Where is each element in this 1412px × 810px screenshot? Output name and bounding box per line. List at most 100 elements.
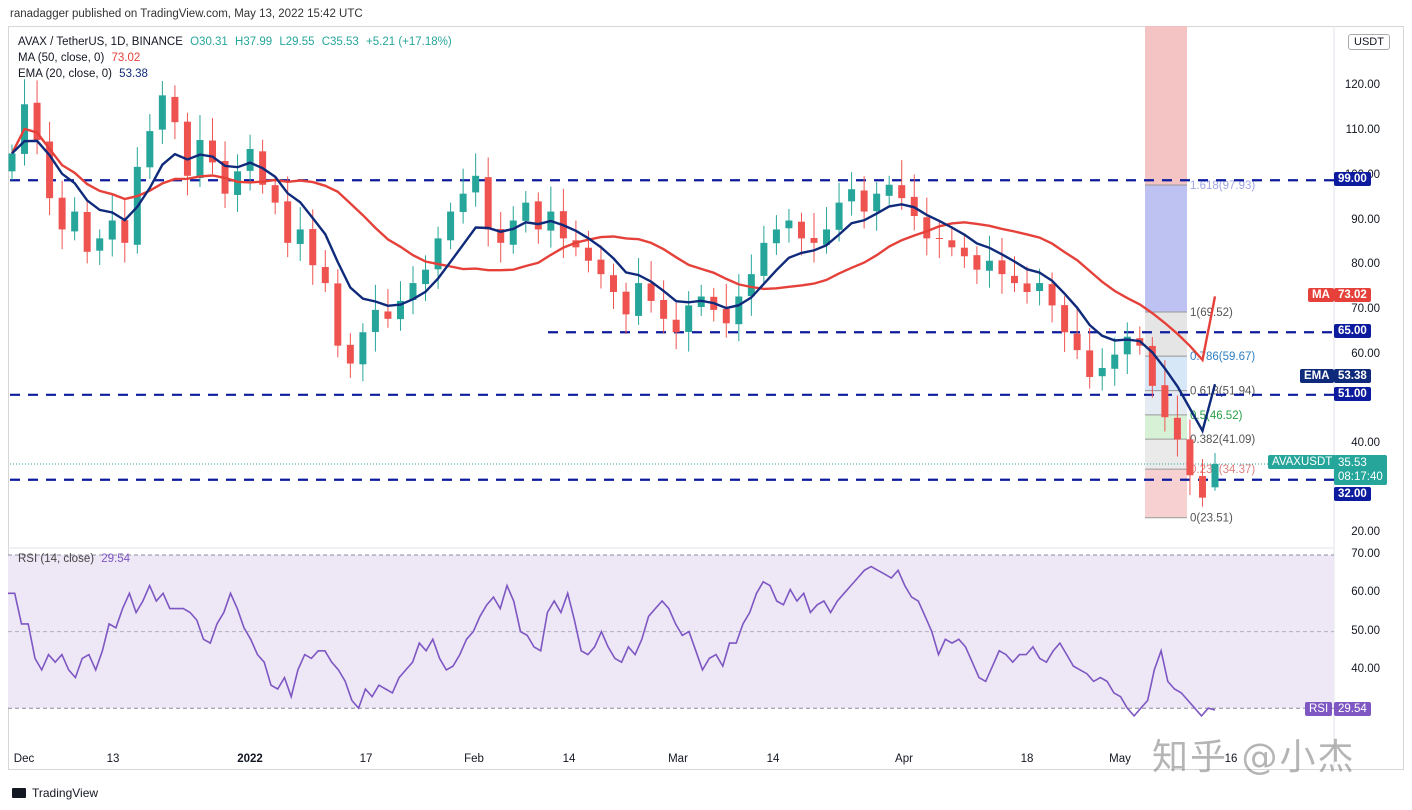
candle-body xyxy=(923,217,931,239)
fib-label: 0.236(34.37) xyxy=(1190,464,1255,476)
rsi-label: RSI (14, close) xyxy=(18,553,95,565)
candle-body xyxy=(1048,284,1056,306)
candle-body xyxy=(472,175,480,193)
candle-body xyxy=(334,283,342,346)
ema-20-line xyxy=(11,139,1217,434)
countdown: 08:17:40 xyxy=(1338,471,1383,483)
candle-body xyxy=(346,344,354,364)
level-51-tag: 51.00 xyxy=(1334,387,1371,401)
candle-body xyxy=(434,238,442,270)
ma-50-line xyxy=(10,127,1217,363)
candle-body xyxy=(835,202,843,230)
rsi-value: 29.54 xyxy=(101,553,131,565)
price-axis-label: 90.00 xyxy=(1351,213,1380,226)
candle-body xyxy=(71,211,79,232)
candle-body xyxy=(371,309,379,332)
candle-body xyxy=(785,220,793,229)
candle-body xyxy=(810,237,818,243)
candle-body xyxy=(58,197,66,230)
candle-body xyxy=(96,238,104,251)
symbol-legend[interactable]: AVAX / TetherUS, 1D, BINANCE O30.31 H37.… xyxy=(18,34,452,50)
candle-body xyxy=(1161,385,1169,418)
open-value: O30.31 xyxy=(190,36,228,48)
time-axis-label: 17 xyxy=(359,753,373,765)
candle-body xyxy=(46,141,54,199)
fib-label: 0(23.51) xyxy=(1190,513,1233,525)
candle-body xyxy=(409,283,417,300)
candle-body xyxy=(985,260,993,271)
ema-value-tag: 53.38 xyxy=(1334,369,1371,383)
price-axis-label: 120.00 xyxy=(1344,79,1380,92)
currency-button[interactable]: USDT xyxy=(1348,34,1390,50)
candle-body xyxy=(797,221,805,239)
candle-body xyxy=(234,171,242,195)
close-value: C35.53 xyxy=(321,36,359,48)
candle-body xyxy=(885,184,893,196)
price-axis-label: 20.00 xyxy=(1351,526,1380,539)
candle-body xyxy=(83,211,91,252)
candle-body xyxy=(396,300,404,320)
candle-body xyxy=(447,211,455,241)
candle-body xyxy=(183,121,191,176)
candle-body xyxy=(1148,345,1156,386)
candle-body xyxy=(1123,336,1131,355)
price-axis-label: 40.00 xyxy=(1351,437,1380,449)
time-axis-label: Mar xyxy=(668,753,688,765)
candle-body xyxy=(772,229,780,244)
time-axis-label: 18 xyxy=(1020,753,1034,765)
candle-body xyxy=(108,220,116,240)
candle-body xyxy=(823,229,831,245)
candle-body xyxy=(635,283,643,316)
ema-legend[interactable]: EMA (20, close, 0) 53.38 xyxy=(18,66,148,82)
publisher-line: ranadagger published on TradingView.com,… xyxy=(10,8,363,20)
rsi-legend[interactable]: RSI (14, close) 29.54 xyxy=(18,553,130,565)
price-axis-label: 80.00 xyxy=(1351,258,1380,271)
level-65-tag: 65.00 xyxy=(1334,324,1371,338)
candle-body xyxy=(309,229,317,266)
candle-body xyxy=(146,131,154,168)
candle-body xyxy=(484,177,492,230)
candle-body xyxy=(672,319,680,333)
price-axis-label: 110.00 xyxy=(1345,124,1380,137)
ma-legend[interactable]: MA (50, close, 0) 73.02 xyxy=(18,50,140,66)
fib-zone-top xyxy=(1145,26,1187,186)
candle-body xyxy=(1036,283,1044,292)
candle-body xyxy=(622,291,630,315)
candle-body xyxy=(1073,333,1081,351)
candle-body xyxy=(1173,417,1181,440)
fib-label: 0.382(41.09) xyxy=(1190,434,1255,446)
time-axis-label: Feb xyxy=(464,753,484,765)
candle-body xyxy=(935,237,943,239)
candle-body xyxy=(158,95,166,130)
candle-body xyxy=(509,220,517,245)
candle-body xyxy=(384,311,392,319)
symbol-label: AVAX / TetherUS, 1D, BINANCE xyxy=(18,36,183,48)
candle-body xyxy=(1098,368,1106,377)
level-99-tag: 99.00 xyxy=(1334,172,1371,186)
candle-body xyxy=(359,332,367,365)
candle-body xyxy=(284,201,292,243)
candle-body xyxy=(422,269,430,285)
time-axis-label: 2022 xyxy=(237,753,263,765)
candle-body xyxy=(685,305,693,332)
ema-value: 53.38 xyxy=(119,68,148,80)
candle-body xyxy=(898,185,906,199)
candle-body xyxy=(722,308,730,324)
ema-label: EMA (20, close, 0) xyxy=(18,68,112,80)
symbol-price-tag: 35.53 08:17:40 xyxy=(1334,455,1387,485)
candle-body xyxy=(459,193,467,212)
symbol-name-tag: AVAXUSDT xyxy=(1268,455,1337,469)
candle-body xyxy=(973,255,981,270)
time-axis-label: Apr xyxy=(895,753,913,765)
rsi-value-tag: 29.54 xyxy=(1334,702,1371,716)
candle-body xyxy=(647,283,655,301)
fib-zone xyxy=(1145,185,1187,313)
candle-body xyxy=(1011,275,1018,284)
candle-body xyxy=(747,274,755,297)
time-axis-label: Dec xyxy=(13,753,35,765)
candle-body xyxy=(33,102,41,141)
candle-body xyxy=(660,299,668,319)
footer[interactable]: TradingView xyxy=(12,786,98,800)
candle-body xyxy=(321,266,329,284)
